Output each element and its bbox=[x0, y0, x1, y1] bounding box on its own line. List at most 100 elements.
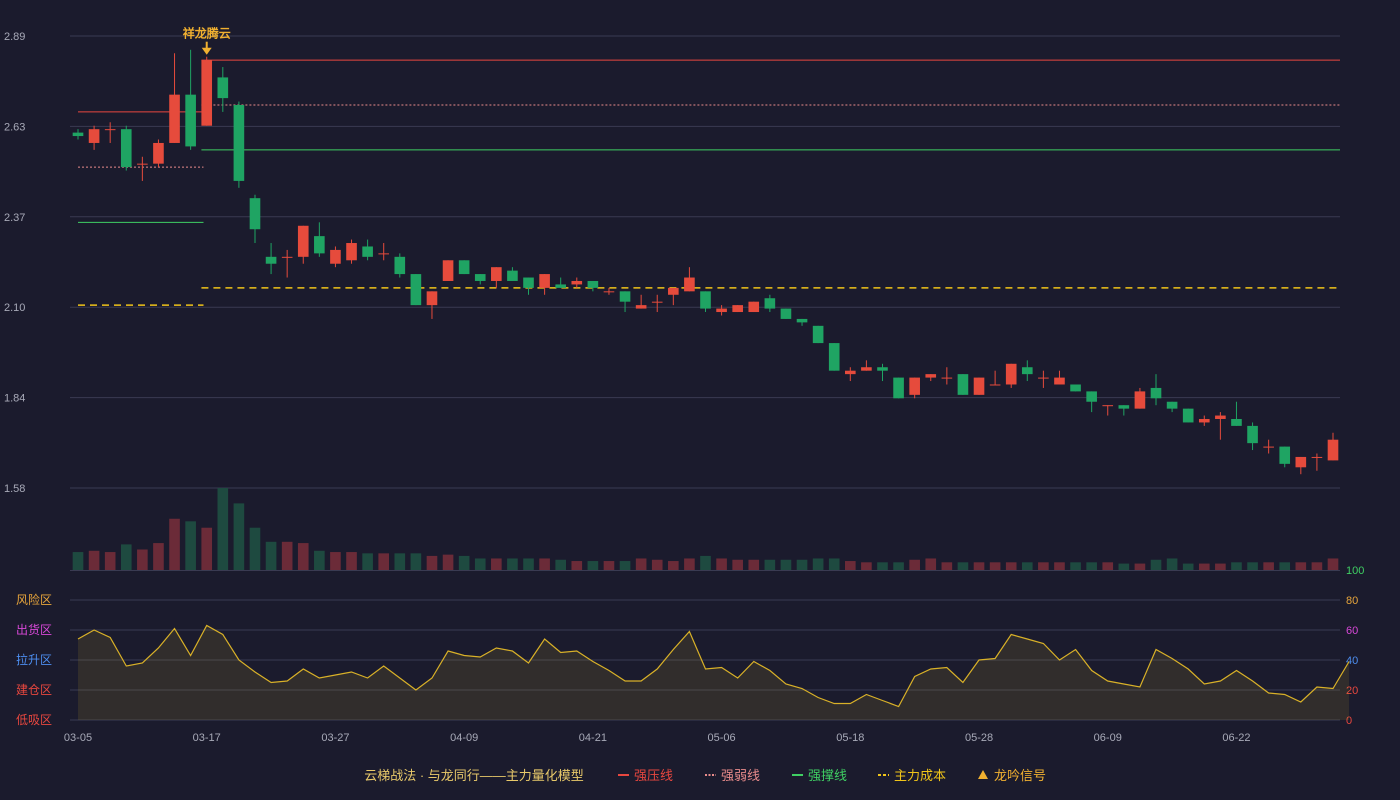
candle-body bbox=[1102, 405, 1114, 407]
volume-bar bbox=[362, 553, 373, 570]
volume-bar bbox=[539, 558, 550, 570]
candle-body bbox=[249, 198, 261, 230]
volume-bar bbox=[925, 558, 937, 570]
volume-bar bbox=[796, 559, 808, 570]
volume-bar bbox=[989, 562, 1001, 570]
candle-body bbox=[619, 291, 631, 302]
candle-body bbox=[716, 308, 727, 313]
volume-bar bbox=[764, 559, 776, 570]
indicator-line bbox=[77, 624, 1350, 720]
volume-bar bbox=[893, 562, 904, 570]
volume-bar bbox=[651, 559, 663, 570]
candle-body bbox=[1182, 408, 1194, 423]
volume-bar bbox=[217, 488, 229, 570]
candle-body bbox=[1198, 418, 1210, 423]
indicator-tick-label: 80 bbox=[1346, 595, 1358, 607]
candle-body bbox=[844, 370, 856, 375]
volume-bar bbox=[603, 561, 615, 570]
candle-body bbox=[587, 280, 599, 288]
candle-body bbox=[877, 367, 888, 371]
volume-bar bbox=[973, 562, 985, 570]
candle-body bbox=[1247, 425, 1258, 444]
volume-bar bbox=[1054, 562, 1065, 570]
date-tick-label: 05-18 bbox=[836, 732, 864, 744]
candle-body bbox=[217, 77, 229, 99]
volume-bar bbox=[877, 562, 888, 570]
candle-body bbox=[169, 94, 180, 143]
volume-bar bbox=[1263, 562, 1274, 570]
indicator-zone-label: 低吸区 bbox=[16, 713, 52, 727]
volume-bar bbox=[844, 561, 856, 570]
volume-bar bbox=[732, 559, 743, 570]
volume-bar bbox=[635, 558, 647, 570]
candle-body bbox=[861, 367, 872, 371]
candle-body bbox=[780, 308, 792, 319]
candle-body bbox=[507, 270, 518, 281]
volume-bar bbox=[555, 559, 567, 570]
candle-body bbox=[732, 305, 743, 313]
volume-bar bbox=[410, 553, 422, 570]
volume-bar bbox=[619, 561, 631, 570]
volume-bar bbox=[233, 503, 245, 570]
volume-bar bbox=[1231, 562, 1242, 570]
volume-bar bbox=[169, 518, 180, 570]
indicator-tick-label: 20 bbox=[1346, 685, 1358, 697]
candle-body bbox=[828, 343, 840, 371]
indicator-series-line bbox=[77, 624, 1350, 708]
candle-body bbox=[1134, 391, 1146, 409]
candle-body bbox=[1166, 401, 1178, 409]
date-tick-label: 03-05 bbox=[64, 732, 92, 744]
candle-body bbox=[1038, 377, 1049, 379]
volume-bar bbox=[185, 521, 196, 570]
volume-bar bbox=[716, 558, 727, 570]
volume-bar bbox=[1182, 563, 1194, 570]
volume-bar bbox=[587, 561, 599, 570]
candle-body bbox=[426, 291, 438, 306]
volume-bar bbox=[861, 562, 872, 570]
candle-body bbox=[1070, 384, 1081, 392]
candle-body bbox=[635, 305, 647, 309]
date-tick-label: 05-28 bbox=[965, 732, 993, 744]
volume-bar bbox=[1311, 562, 1323, 570]
candle-body bbox=[362, 246, 373, 257]
volume-bar bbox=[314, 550, 325, 570]
signal-arrow-head bbox=[201, 47, 212, 55]
volume-bar bbox=[346, 552, 357, 570]
volume-bars bbox=[72, 488, 1339, 570]
candle-body bbox=[330, 249, 341, 264]
volume-bar bbox=[1150, 559, 1162, 570]
indicator-zone-label: 风险区 bbox=[16, 592, 52, 607]
signal-label: 祥龙腾云 bbox=[183, 26, 231, 41]
volume-bar bbox=[571, 561, 583, 570]
candle-body bbox=[474, 274, 486, 281]
volume-bar bbox=[426, 555, 438, 570]
volume-bar bbox=[281, 541, 293, 570]
candle-body bbox=[265, 256, 277, 264]
volume-bar bbox=[1279, 562, 1291, 570]
candle-body bbox=[684, 277, 695, 292]
candle-body bbox=[1150, 387, 1162, 399]
volume-bar bbox=[394, 553, 406, 570]
volume-bar bbox=[1247, 562, 1258, 570]
candle-body bbox=[442, 260, 454, 281]
volume-bar bbox=[1005, 562, 1017, 570]
volume-bar bbox=[153, 543, 164, 570]
candle-body bbox=[555, 284, 567, 288]
candle-body bbox=[925, 374, 937, 378]
legend-signal-marker bbox=[978, 770, 988, 779]
candle-body bbox=[394, 256, 406, 275]
candle-body bbox=[812, 325, 824, 344]
volume-bar bbox=[909, 559, 920, 570]
candle-body bbox=[491, 267, 502, 281]
date-tick-label: 03-17 bbox=[193, 732, 221, 744]
candle-body bbox=[571, 280, 583, 285]
price-tick-label: 2.10 bbox=[4, 302, 25, 314]
candle-body bbox=[297, 225, 309, 257]
volume-bar bbox=[458, 555, 470, 570]
indicator-area bbox=[78, 625, 1350, 720]
volume-bar bbox=[507, 558, 518, 570]
candle-body bbox=[1263, 446, 1274, 448]
candle-body bbox=[796, 318, 808, 323]
candle-body bbox=[233, 105, 245, 181]
candle-body bbox=[893, 377, 904, 399]
